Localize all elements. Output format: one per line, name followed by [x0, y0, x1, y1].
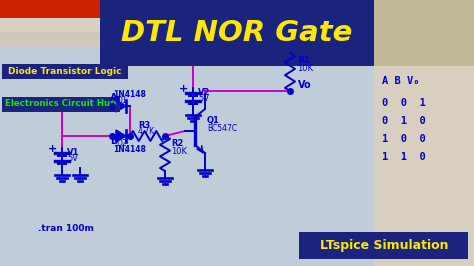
- Text: V2: V2: [198, 88, 210, 97]
- FancyBboxPatch shape: [0, 32, 374, 46]
- Text: 10K: 10K: [171, 147, 187, 156]
- Text: Diode Transistor Logic: Diode Transistor Logic: [8, 66, 122, 76]
- FancyBboxPatch shape: [0, 18, 374, 32]
- Text: BC547C: BC547C: [207, 124, 237, 133]
- FancyBboxPatch shape: [2, 64, 128, 78]
- FancyBboxPatch shape: [300, 231, 468, 259]
- Text: 1N4148: 1N4148: [113, 145, 146, 154]
- Text: R2: R2: [171, 139, 183, 148]
- Text: V1: V1: [67, 148, 79, 157]
- Text: +: +: [179, 84, 188, 94]
- Text: 1  1  0: 1 1 0: [382, 152, 426, 162]
- Text: 10K: 10K: [297, 64, 313, 73]
- FancyBboxPatch shape: [2, 97, 120, 111]
- Text: 4.7K: 4.7K: [138, 127, 155, 136]
- FancyBboxPatch shape: [0, 0, 374, 18]
- Text: 0  0  1: 0 0 1: [382, 98, 426, 108]
- Text: .tran 100m: .tran 100m: [38, 224, 94, 233]
- Text: Vo: Vo: [298, 80, 311, 90]
- Text: +: +: [48, 144, 57, 154]
- Text: 1N4148: 1N4148: [113, 90, 146, 99]
- FancyBboxPatch shape: [374, 0, 474, 266]
- Text: 0  1  0: 0 1 0: [382, 116, 426, 126]
- Text: A: A: [110, 93, 118, 103]
- Text: D2: D2: [116, 139, 127, 148]
- Text: D1: D1: [116, 96, 127, 105]
- Text: LTspice Simulation: LTspice Simulation: [320, 239, 448, 251]
- Text: R3: R3: [138, 121, 150, 130]
- Text: A B V₀: A B V₀: [382, 76, 419, 86]
- Text: B: B: [110, 136, 118, 146]
- Text: 1  0  0: 1 0 0: [382, 134, 426, 144]
- Text: Electronics Circuit Hub: Electronics Circuit Hub: [5, 99, 117, 109]
- Text: DTL NOR Gate: DTL NOR Gate: [121, 19, 353, 47]
- Polygon shape: [116, 130, 126, 142]
- Text: 5V: 5V: [67, 154, 78, 163]
- Polygon shape: [116, 100, 126, 112]
- Text: 5V: 5V: [198, 94, 209, 103]
- FancyBboxPatch shape: [100, 0, 374, 66]
- FancyBboxPatch shape: [374, 0, 474, 66]
- Text: Q1: Q1: [207, 116, 220, 125]
- Text: R1: R1: [297, 56, 310, 65]
- FancyBboxPatch shape: [0, 0, 374, 266]
